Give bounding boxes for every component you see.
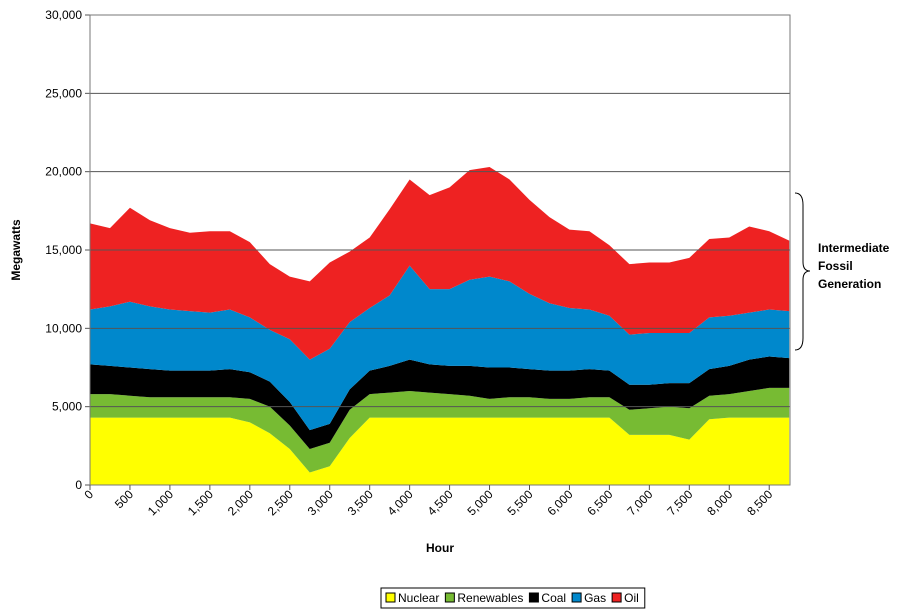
x-tick-label: 8,500 <box>744 487 775 518</box>
legend: Nuclear Renewables Coal Gas Oil <box>380 587 646 609</box>
area <box>90 265 790 431</box>
x-tick-label: 8,000 <box>704 487 735 518</box>
area <box>90 417 790 485</box>
y-tick-label: 25,000 <box>45 86 82 100</box>
x-tick-label: 3,000 <box>305 487 336 518</box>
legend-swatch <box>528 592 539 603</box>
legend-label: Gas <box>584 591 606 605</box>
x-tick-label: 1,000 <box>145 487 176 518</box>
annotation: Intermediate <box>818 241 890 255</box>
legend-label: Coal <box>541 591 566 605</box>
x-tick-label: 4,000 <box>385 487 416 518</box>
area <box>90 166 790 360</box>
area <box>90 356 790 449</box>
x-tick-label: 6,000 <box>544 487 575 518</box>
x-tick-label: 0 <box>81 487 96 502</box>
x-axis-label: Hour <box>426 541 454 555</box>
legend-swatch <box>571 592 582 603</box>
legend-label: Nuclear <box>398 591 439 605</box>
y-tick-label: 15,000 <box>45 243 82 257</box>
legend-label: Renewables <box>457 591 523 605</box>
x-tick-label: 7,000 <box>624 487 655 518</box>
x-tick-label: 2,500 <box>265 487 296 518</box>
x-tick-label: 6,500 <box>584 487 615 518</box>
area <box>90 387 790 473</box>
x-tick-label: 7,500 <box>664 487 695 518</box>
x-tick-label: 5,500 <box>504 487 535 518</box>
x-tick-label: 1,500 <box>185 487 216 518</box>
legend-swatch <box>611 592 622 603</box>
x-tick-label: 4,500 <box>425 487 456 518</box>
legend-label: Oil <box>624 591 639 605</box>
y-axis-label: Megawatts <box>9 219 23 281</box>
x-tick-label: 5,000 <box>465 487 496 518</box>
x-tick-label: 500 <box>112 487 136 511</box>
annotation: Fossil <box>818 259 853 273</box>
x-tick-label: 2,000 <box>225 487 256 518</box>
annotation: Generation <box>818 277 881 291</box>
y-tick-label: 5,000 <box>52 400 82 414</box>
brace <box>794 192 811 351</box>
legend-swatch <box>444 592 455 603</box>
y-tick-label: 30,000 <box>45 8 82 22</box>
y-tick-label: 20,000 <box>45 165 82 179</box>
plot-border <box>89 14 791 486</box>
y-tick-label: 0 <box>75 478 82 492</box>
x-tick-label: 3,500 <box>345 487 376 518</box>
legend-swatch <box>385 592 396 603</box>
y-tick-label: 10,000 <box>45 321 82 335</box>
